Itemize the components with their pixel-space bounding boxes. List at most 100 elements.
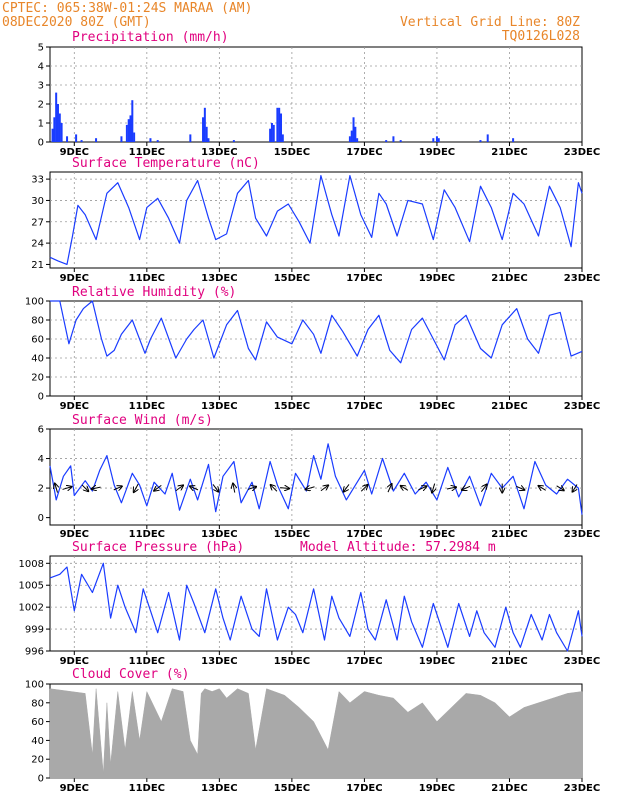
precip-bar (348, 136, 351, 142)
wind-series-line (49, 443, 583, 515)
precip-bar (278, 107, 281, 142)
precip-ytick-label: 3 (38, 81, 44, 92)
precip-bar (276, 107, 279, 142)
wind-arrow (539, 486, 546, 491)
precip-bar (437, 138, 440, 142)
rh-ytick-label: 20 (31, 373, 44, 384)
cloud-title: Cloud Cover (%) (72, 667, 189, 682)
wind-arrow (280, 488, 289, 489)
pres-xtick-label: 17DEC (346, 656, 382, 667)
precip-bar (80, 140, 83, 142)
pres-ytick-label: 1008 (19, 559, 44, 570)
precip-bar (75, 134, 78, 142)
wind-xtick-label: 17DEC (346, 529, 382, 540)
precip-panel: Precipitation (mm/h) 9DEC 11DEC 13DEC 15DEC 1… (38, 30, 601, 158)
pres-xtick-label: 13DEC (201, 656, 237, 667)
pres-xtick-label: 23DEC (564, 656, 600, 667)
precip-bar (392, 136, 395, 142)
wind-arrow (480, 484, 486, 492)
precip-bar (435, 136, 438, 142)
precip-ytick-label: 5 (38, 43, 44, 54)
precip-bar (479, 140, 482, 142)
precip-title: Precipitation (mm/h) (72, 30, 229, 45)
wind-ytick-label: 6 (38, 425, 44, 436)
wind-xtick-label: 15DEC (274, 529, 310, 540)
precip-xtick-label: 17DEC (346, 147, 382, 158)
precip-bar (55, 92, 58, 142)
wind-panel: Surface Wind (m/s) 9DEC 11DEC 13DEC 15DEC 17D… (38, 413, 601, 540)
rh-ytick-label: 60 (31, 335, 44, 346)
wind-frame (49, 428, 583, 526)
temp-ytick-label: 33 (31, 175, 44, 186)
temp-xtick-label: 17DEC (346, 273, 382, 284)
cloud-area (49, 688, 583, 779)
wind-arrow (62, 487, 72, 490)
cloud-xtick-label: 23DEC (564, 783, 600, 794)
wind-arrow (233, 484, 235, 493)
wind-title: Surface Wind (m/s) (72, 413, 213, 428)
precip-xtick-label: 11DEC (129, 147, 165, 158)
precip-bar (281, 134, 284, 142)
wind-arrow (462, 486, 471, 490)
pres-xtick-label: 15DEC (274, 656, 310, 667)
pres-ytick-label: 1005 (19, 581, 44, 592)
precip-bar (432, 138, 435, 142)
precip-xtick-label: 15DEC (274, 147, 310, 158)
cloud-xtick-label: 11DEC (129, 783, 165, 794)
wind-xtick-label: 21DEC (491, 529, 527, 540)
wind-xtick-label: 19DEC (419, 529, 455, 540)
temp-xtick-label: 23DEC (564, 273, 600, 284)
precip-xtick-label: 13DEC (201, 147, 237, 158)
wind-arrow (92, 487, 101, 489)
wind-arrow (360, 485, 367, 492)
cloud-ytick-label: 40 (31, 736, 44, 747)
precip-bar (127, 119, 130, 142)
precip-bar (95, 138, 98, 142)
temp-ytick-label: 27 (31, 217, 44, 228)
precip-ytick-label: 2 (38, 100, 44, 111)
wind-arrow (556, 486, 564, 491)
rh-ytick-label: 80 (31, 316, 44, 327)
rh-series-line (50, 300, 583, 364)
wind-arrow (516, 486, 524, 490)
precip-ytick-label: 1 (38, 119, 44, 130)
rh-xtick-label: 11DEC (129, 401, 165, 412)
wind-arrow (320, 485, 328, 492)
precip-bar (66, 136, 69, 142)
rh-xtick-label: 17DEC (346, 401, 382, 412)
pres-ytick-label: 996 (25, 647, 44, 658)
precip-bar (232, 140, 235, 142)
temp-xtick-label: 11DEC (129, 273, 165, 284)
temp-xtick-label: 9DEC (60, 273, 89, 284)
cloud-panel: Cloud Cover (%) 9DEC 11DEC 13DEC 15DEC 17DEC 1… (25, 667, 600, 794)
temp-xtick-label: 13DEC (201, 273, 237, 284)
precip-bar (399, 140, 402, 142)
precip-bar (129, 115, 132, 142)
precip-bar (356, 138, 359, 142)
rh-ytick-label: 0 (38, 392, 44, 403)
wind-arrow (247, 487, 256, 490)
precip-frame (49, 46, 583, 143)
temp-xtick-label: 19DEC (419, 273, 455, 284)
precip-bar (486, 134, 489, 142)
precip-bar (270, 123, 273, 142)
wind-arrow (306, 487, 315, 490)
precip-bar (202, 117, 205, 142)
rh-title: Relative Humidity (%) (72, 285, 236, 300)
precip-bar (120, 136, 123, 142)
pres-xtick-label: 11DEC (129, 656, 165, 667)
rh-ytick-label: 100 (25, 297, 44, 308)
precip-bar (350, 130, 353, 142)
header-model: TQ0126L028 (502, 29, 580, 44)
precip-xtick-label: 23DEC (564, 147, 600, 158)
wind-arrow (388, 484, 392, 493)
wind-ytick-label: 0 (38, 513, 44, 524)
header-date: 08DEC2020 80Z (GMT) (2, 15, 151, 30)
wind-ytick-label: 2 (38, 484, 44, 495)
wind-arrow (271, 485, 278, 492)
cloud-ytick-label: 0 (38, 774, 44, 785)
pres-xtick-label: 21DEC (491, 656, 527, 667)
cloud-ytick-label: 80 (31, 698, 44, 709)
temp-frame (49, 171, 583, 269)
